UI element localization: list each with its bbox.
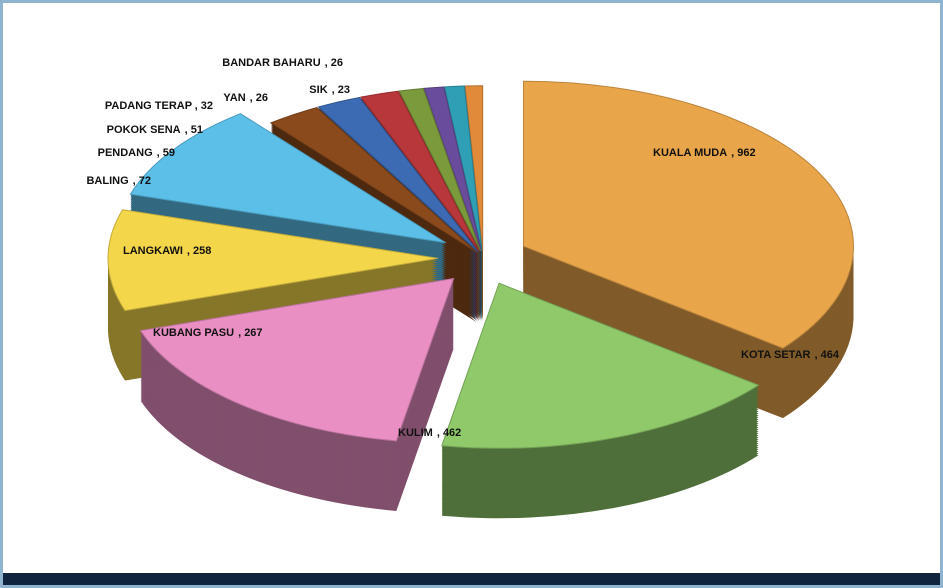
data-label: LANGKAWI , 258 — [123, 245, 211, 257]
label-name: PENDANG — [98, 147, 153, 159]
slice-top — [107, 209, 439, 312]
label-name: YAN — [223, 92, 245, 104]
data-label: SIK , 23 — [309, 84, 350, 96]
label-value: , 267 — [238, 327, 262, 339]
data-label: YAN , 26 — [223, 92, 268, 104]
slice-top — [129, 113, 447, 244]
slice-top — [398, 87, 481, 252]
data-label: BALING , 72 — [86, 175, 151, 187]
data-label: KOTA SETAR, 464 — [741, 349, 840, 361]
data-label: POKOK SENA , 51 — [107, 124, 203, 136]
slice-top — [443, 85, 483, 251]
label-name: LANGKAWI — [123, 245, 183, 257]
slice — [522, 80, 854, 419]
label-value: , 26 — [325, 57, 343, 69]
data-label: BANDAR BAHARU , 26 — [222, 57, 343, 69]
chart: KUALA MUDA , 962 KOTA SETAR, 464 KULIM , 462… — [86, 57, 854, 519]
data-label: PADANG TERAP, 32 — [105, 100, 213, 112]
label-name: KULIM — [398, 427, 433, 439]
label-name: KUBANG PASU — [153, 327, 234, 339]
slice-top — [423, 86, 482, 252]
label-name: BANDAR BAHARU — [222, 57, 320, 69]
label-name: PADANG TERAP — [105, 100, 192, 112]
label-value: , 59 — [157, 147, 175, 159]
label-name: KUALA MUDA — [653, 147, 727, 159]
label-name: SIK — [309, 84, 327, 96]
data-label: KUALA MUDA , 962 — [653, 147, 756, 159]
label-value: , 464 — [814, 349, 839, 361]
data-label: KULIM , 462 — [398, 427, 461, 439]
slice-top — [317, 96, 479, 252]
label-value: , 72 — [133, 175, 151, 187]
label-name: BALING — [86, 175, 128, 187]
label-value: , 962 — [731, 147, 755, 159]
label-value: , 26 — [250, 92, 268, 104]
data-label: KUBANG PASU , 267 — [153, 327, 263, 339]
footer-bar — [3, 573, 940, 585]
label-name: POKOK SENA — [107, 124, 181, 136]
label-value: , 32 — [195, 100, 213, 112]
label-value: , 258 — [187, 245, 211, 257]
slice-top — [269, 107, 477, 253]
slice-top — [359, 90, 480, 252]
data-label: PENDANG , 59 — [98, 147, 175, 159]
slice-top — [139, 277, 455, 442]
slice — [441, 282, 760, 519]
label-value: , 51 — [185, 124, 203, 136]
slice-top — [441, 282, 760, 449]
slice-top — [522, 80, 854, 349]
label-value: , 23 — [332, 84, 350, 96]
label-value: , 462 — [437, 427, 461, 439]
slice — [139, 277, 455, 511]
slice-top — [464, 85, 484, 251]
label-name: KOTA SETAR — [741, 349, 811, 361]
